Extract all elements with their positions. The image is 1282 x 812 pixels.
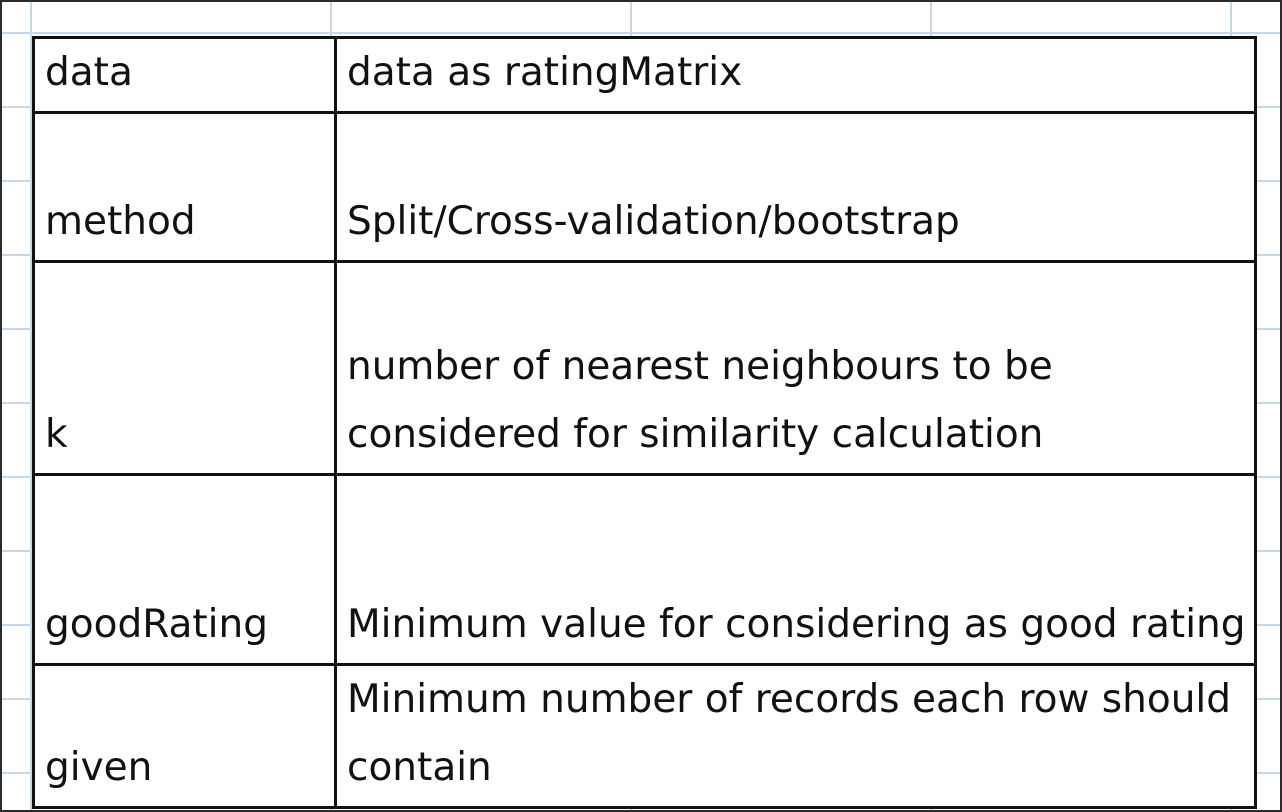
param-description-cell[interactable]: Minimum value for considering as good ra…	[334, 473, 1257, 666]
param-name-cell[interactable]: given	[32, 663, 337, 809]
param-description-cell[interactable]: number of nearest neighbours to be consi…	[334, 260, 1257, 476]
param-description-cell[interactable]: data as ratingMatrix	[334, 36, 1257, 114]
param-name-cell[interactable]: data	[32, 36, 337, 114]
param-name-cell[interactable]: k	[32, 260, 337, 476]
table-row: k number of nearest neighbours to be con…	[32, 260, 1257, 476]
param-name-cell[interactable]: goodRating	[32, 473, 337, 666]
table-row: goodRating Minimum value for considering…	[32, 473, 1257, 666]
table-row: data data as ratingMatrix	[32, 36, 1257, 114]
param-name-cell[interactable]: method	[32, 111, 337, 263]
param-description-cell[interactable]: Minimum number of records each row shoul…	[334, 663, 1257, 809]
parameter-table: data data as ratingMatrix method Split/C…	[32, 36, 1257, 809]
param-description-cell[interactable]: Split/Cross-validation/bootstrap	[334, 111, 1257, 263]
table-row: given Minimum number of records each row…	[32, 663, 1257, 809]
table-row: method Split/Cross-validation/bootstrap	[32, 111, 1257, 263]
